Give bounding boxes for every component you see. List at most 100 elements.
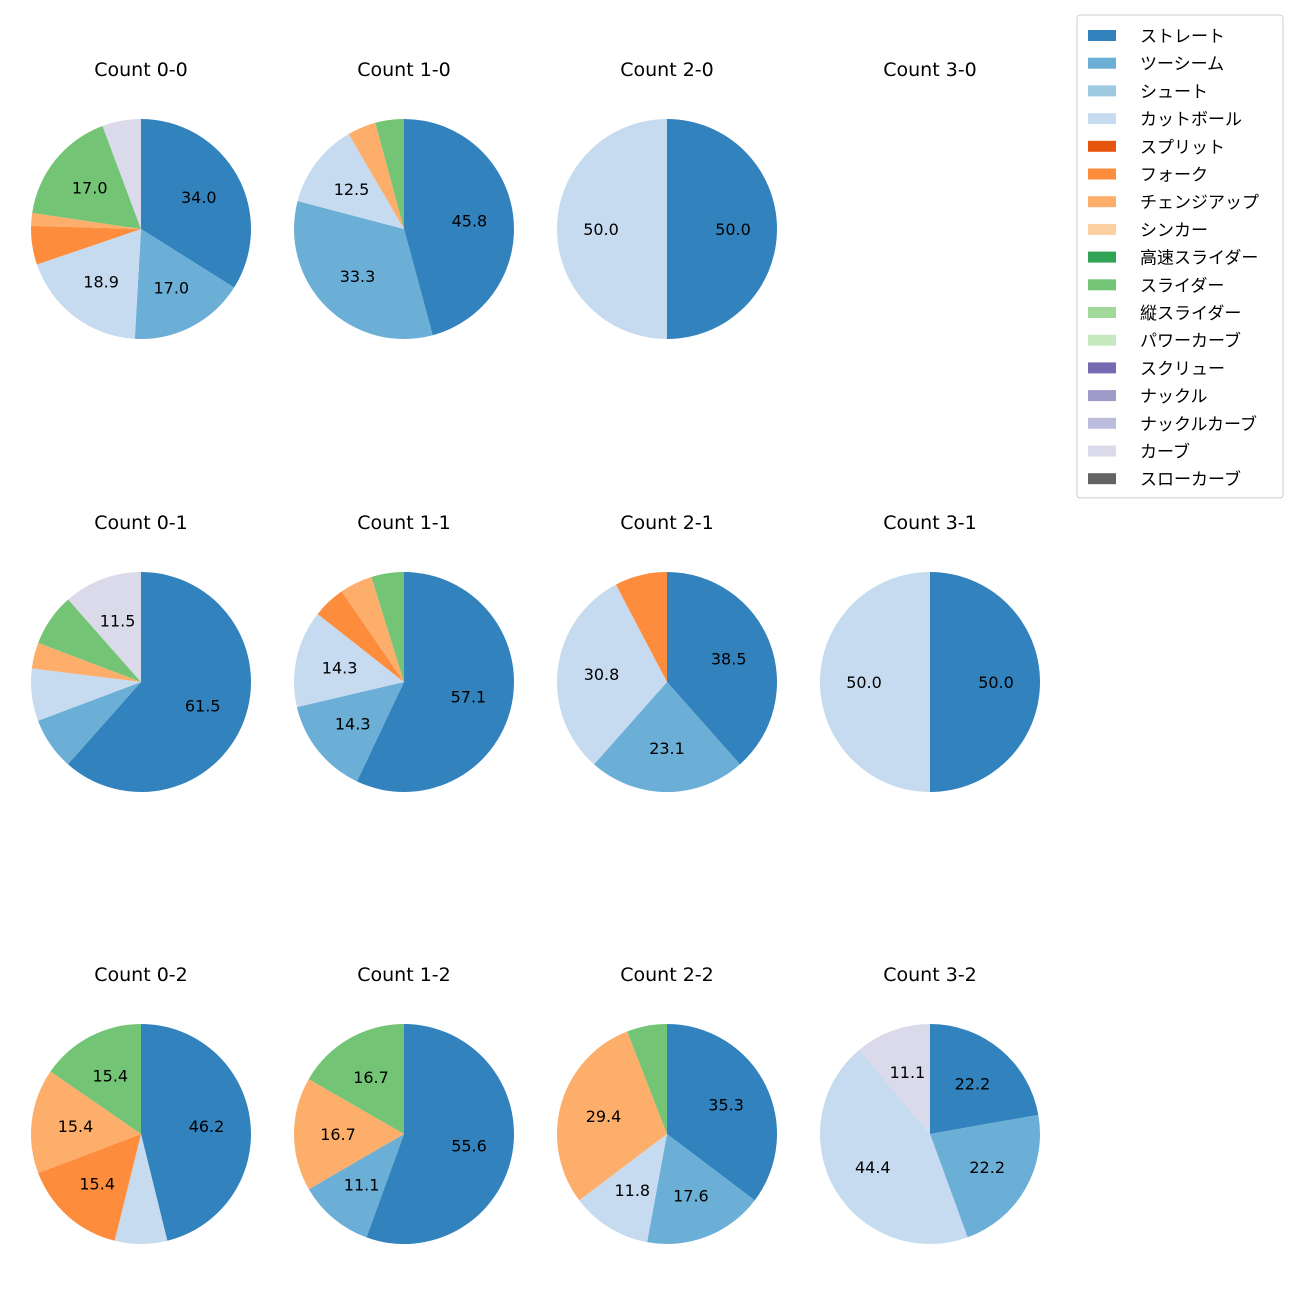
legend-swatch	[1088, 417, 1116, 429]
pie-panel: Count 1-0 45.8 33.3 12.5	[294, 59, 514, 339]
legend-label: スプリット	[1140, 138, 1225, 158]
legend-swatch	[1088, 140, 1116, 152]
slice-label: 34.0	[181, 188, 217, 207]
pie-panel: Count 0-1 61.5 11.5	[31, 512, 252, 792]
pie-title: Count 3-0	[883, 59, 977, 81]
legend-swatch	[1088, 168, 1116, 180]
pie-title: Count 1-0	[357, 59, 451, 81]
legend-label: ストレート	[1140, 27, 1225, 47]
pie-title: Count 1-2	[357, 964, 451, 986]
pie-slice	[819, 1049, 968, 1245]
pie-slice	[31, 642, 142, 682]
pie-slice	[141, 119, 252, 288]
pie-slice	[50, 1024, 141, 1134]
pie-slice	[341, 576, 404, 682]
pie-panel: Count 1-2 55.6 11.1 16.7 16.7	[293, 964, 515, 1244]
pie-slice	[114, 1134, 168, 1244]
pie-slice	[930, 1024, 1039, 1134]
pie-title: Count 1-1	[357, 512, 451, 534]
legend-label: スローカーブ	[1140, 469, 1241, 490]
pie-slice	[594, 682, 740, 793]
legend-label: カットボール	[1140, 110, 1242, 130]
legend-label: シュート	[1140, 82, 1208, 102]
pie-slice	[30, 225, 141, 265]
slice-label: 33.3	[340, 267, 376, 286]
slice-label: 35.3	[708, 1096, 744, 1115]
pie-slice	[308, 1134, 404, 1238]
pie-panel: Count 3-2 22.2 22.2 44.4 11.1	[819, 964, 1041, 1245]
pie-slice	[32, 125, 141, 229]
pie-slice	[293, 613, 404, 708]
legend-swatch	[1088, 279, 1116, 291]
slice-label: 57.1	[451, 688, 487, 707]
pie-slice	[404, 119, 514, 336]
slice-label: 11.1	[344, 1176, 380, 1195]
pie-panel: Count 3-1 50.0 50.0	[820, 512, 1040, 792]
slice-label: 50.0	[978, 673, 1014, 692]
slice-label: 11.8	[614, 1181, 650, 1200]
slice-label: 14.3	[322, 659, 358, 678]
slice-label: 44.4	[855, 1158, 891, 1177]
pie-slice	[296, 682, 404, 782]
legend-swatch	[1088, 57, 1116, 69]
pie-panels: Count 0-0 34.0 17.0 18.9 17.0 Count 1-0 45.8 33…	[30, 59, 1041, 1245]
pie-slice	[375, 119, 404, 229]
pie-slice	[667, 572, 778, 765]
legend-label: フォーク	[1140, 166, 1208, 186]
slice-label: 15.4	[92, 1067, 128, 1086]
pie-slice	[38, 599, 141, 682]
slice-label: 12.5	[334, 180, 370, 199]
pie-slice	[317, 591, 404, 682]
legend-swatch	[1088, 307, 1116, 318]
slice-label: 16.7	[320, 1125, 356, 1144]
legend-label: カーブ	[1140, 442, 1190, 463]
slice-label: 11.5	[100, 611, 136, 630]
pie-panel: Count 3-0	[883, 59, 977, 81]
pie-slice	[134, 229, 235, 339]
pie-slice	[308, 1024, 404, 1134]
pie-title: Count 0-0	[94, 59, 188, 81]
pie-panel: Count 2-2 35.3 17.6 11.8 29.4	[556, 964, 778, 1245]
slice-label: 22.2	[969, 1158, 1005, 1177]
slice-label: 30.8	[584, 665, 620, 684]
slice-label: 29.4	[586, 1107, 622, 1126]
legend: ストレートツーシームシュートカットボールスプリットフォークチェンジアップシンカー…	[1076, 14, 1284, 499]
pie-slice	[615, 572, 667, 682]
pie-title: Count 3-2	[883, 964, 977, 986]
legend-label: 縦スライダー	[1140, 304, 1241, 324]
legend-label: ツーシーム	[1140, 55, 1224, 75]
legend-swatch	[1088, 251, 1116, 263]
pie-slice	[667, 119, 777, 339]
slice-label: 17.6	[673, 1187, 709, 1206]
pie-slice	[930, 572, 1040, 792]
slice-label: 15.4	[58, 1117, 94, 1136]
pie-slice	[556, 584, 667, 765]
pie-slice	[102, 119, 141, 229]
pie-title: Count 3-1	[883, 512, 977, 534]
slice-label: 22.2	[955, 1074, 991, 1093]
pie-slice	[356, 572, 515, 793]
pie-slice	[38, 682, 141, 765]
pie-slice	[141, 1024, 251, 1241]
legend-swatch	[1088, 223, 1116, 235]
pie-panel: Count 0-0 34.0 17.0 18.9 17.0	[30, 59, 252, 339]
pie-title: Count 2-1	[620, 512, 714, 534]
pie-slice	[67, 572, 252, 792]
pie-panel: Count 2-1 38.5 23.1 30.8	[556, 512, 778, 793]
pie-panel: Count 1-1 57.1 14.3 14.3	[293, 512, 515, 793]
pie-slice	[930, 1114, 1041, 1238]
pie-panel: Count 2-0 50.0 50.0	[557, 59, 777, 339]
pie-slice	[30, 1071, 141, 1174]
slice-label: 50.0	[583, 220, 619, 239]
pie-slice	[31, 668, 141, 721]
pie-slice	[366, 1024, 515, 1244]
pie-title: Count 0-2	[94, 964, 188, 986]
legend-swatch	[1088, 473, 1116, 485]
legend-label: パワーカーブ	[1140, 331, 1241, 352]
pie-slice	[294, 200, 433, 339]
slice-label: 50.0	[846, 673, 882, 692]
pie-title: Count 0-1	[94, 512, 188, 534]
pie-title: Count 2-2	[620, 964, 714, 986]
legend-swatch	[1088, 334, 1116, 346]
